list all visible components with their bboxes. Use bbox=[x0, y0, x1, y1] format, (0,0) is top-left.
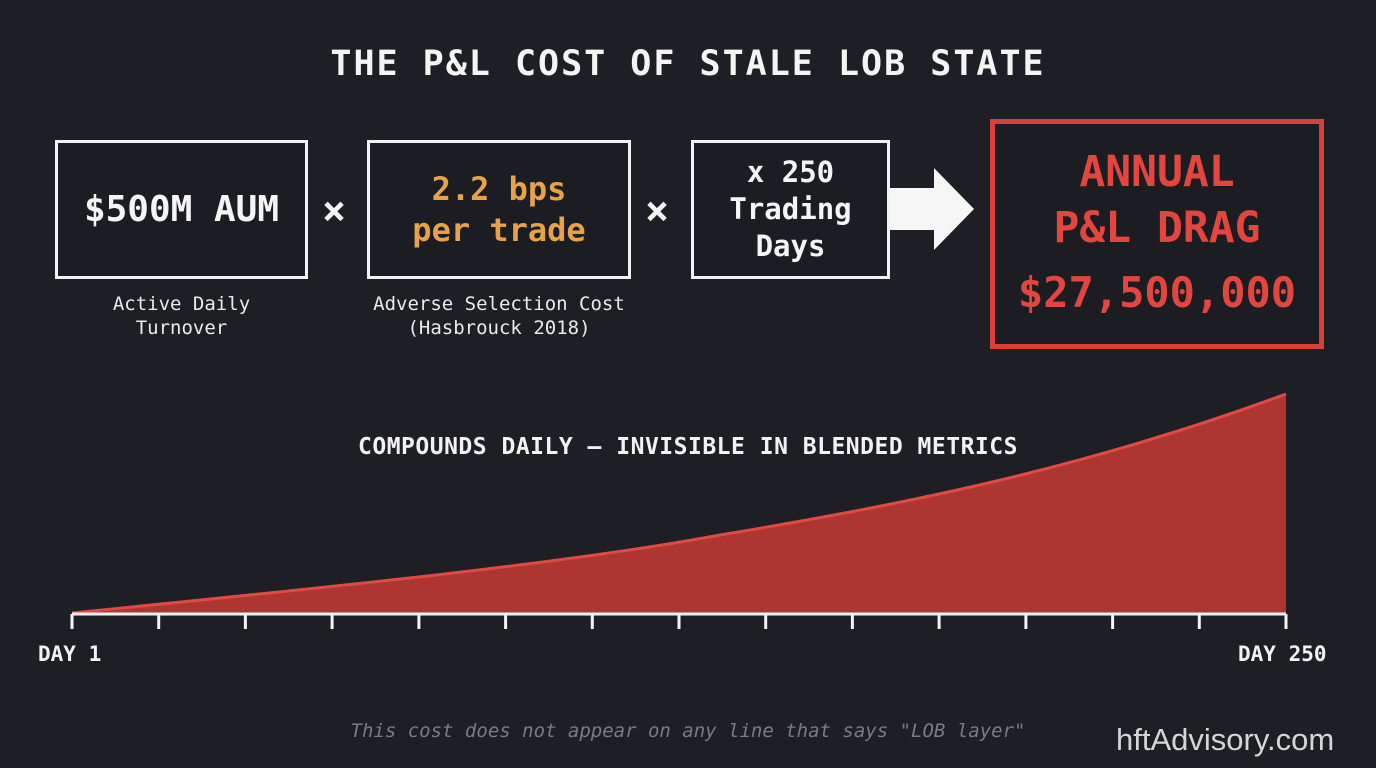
annual-drag-box: ANNUAL P&L DRAG $27,500,000 bbox=[990, 119, 1324, 349]
multiply-icon: × bbox=[322, 188, 347, 234]
aum-value: $500M AUM bbox=[83, 189, 280, 230]
bps-value: 2.2 bps per trade bbox=[412, 169, 586, 249]
x-axis-start-label: DAY 1 bbox=[38, 642, 102, 666]
chart-subtitle: COMPOUNDS DAILY — INVISIBLE IN BLENDED M… bbox=[358, 434, 1018, 460]
chart-line bbox=[71, 392, 1287, 615]
trading-days-value: x 250 Trading Days bbox=[729, 155, 852, 263]
x-axis-end-label: DAY 250 bbox=[1238, 642, 1327, 666]
multiply-icon: × bbox=[645, 188, 670, 234]
x-axis bbox=[70, 612, 1288, 629]
bps-caption: Adverse Selection Cost (Hasbrouck 2018) bbox=[373, 293, 625, 339]
chart-area bbox=[72, 394, 1286, 613]
aum-caption: Active Daily Turnover bbox=[112, 293, 251, 339]
result-line2: P&L DRAG bbox=[1053, 203, 1261, 253]
result-line1: ANNUAL bbox=[1079, 147, 1235, 197]
right-arrow-icon bbox=[890, 168, 974, 250]
page-title: THE P&L COST OF STALE LOB STATE bbox=[330, 44, 1046, 84]
result-amount: $27,500,000 bbox=[1017, 268, 1297, 317]
bps-box: 2.2 bps per trade bbox=[367, 140, 631, 279]
trading-days-box: x 250 Trading Days bbox=[691, 140, 890, 279]
footnote: This cost does not appear on any line th… bbox=[350, 720, 1026, 742]
brand-watermark: hftAdvisory.com bbox=[1116, 722, 1335, 757]
aum-box: $500M AUM bbox=[55, 140, 308, 279]
